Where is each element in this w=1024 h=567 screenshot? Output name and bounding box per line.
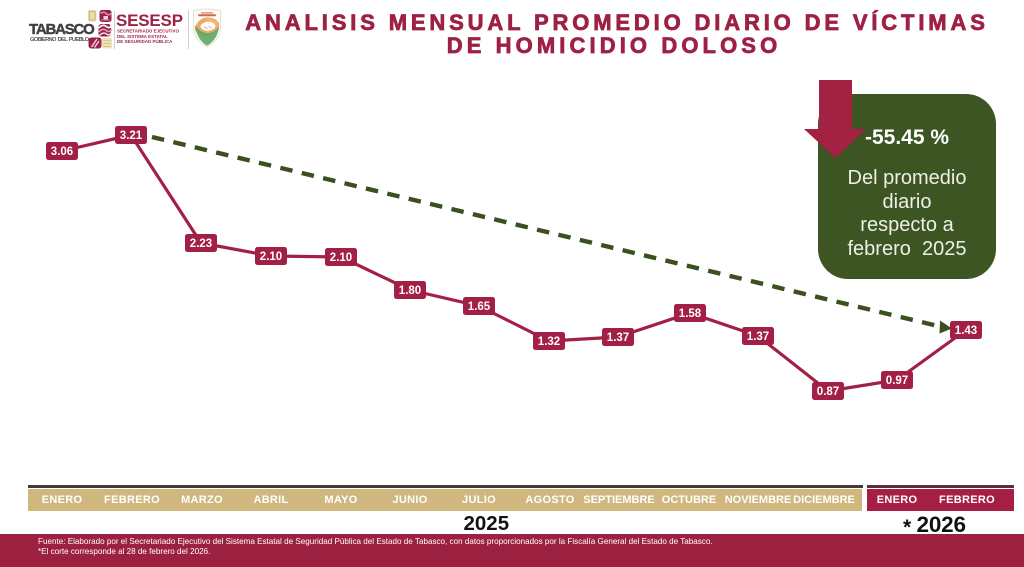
svg-text:1.65: 1.65: [468, 301, 491, 313]
svg-text:3.21: 3.21: [120, 130, 143, 142]
svg-text:1.37: 1.37: [607, 332, 629, 344]
svg-text:1.32: 1.32: [538, 336, 560, 348]
svg-text:1.37: 1.37: [747, 331, 769, 343]
svg-text:2.10: 2.10: [260, 251, 282, 263]
svg-text:1.43: 1.43: [955, 325, 977, 337]
svg-text:2.23: 2.23: [190, 238, 212, 250]
svg-text:2.10: 2.10: [330, 252, 352, 264]
svg-text:0.87: 0.87: [817, 386, 839, 398]
svg-text:0.97: 0.97: [886, 375, 908, 387]
svg-text:3.06: 3.06: [51, 146, 73, 158]
svg-text:1.80: 1.80: [399, 285, 421, 297]
svg-text:1.58: 1.58: [679, 308, 702, 320]
